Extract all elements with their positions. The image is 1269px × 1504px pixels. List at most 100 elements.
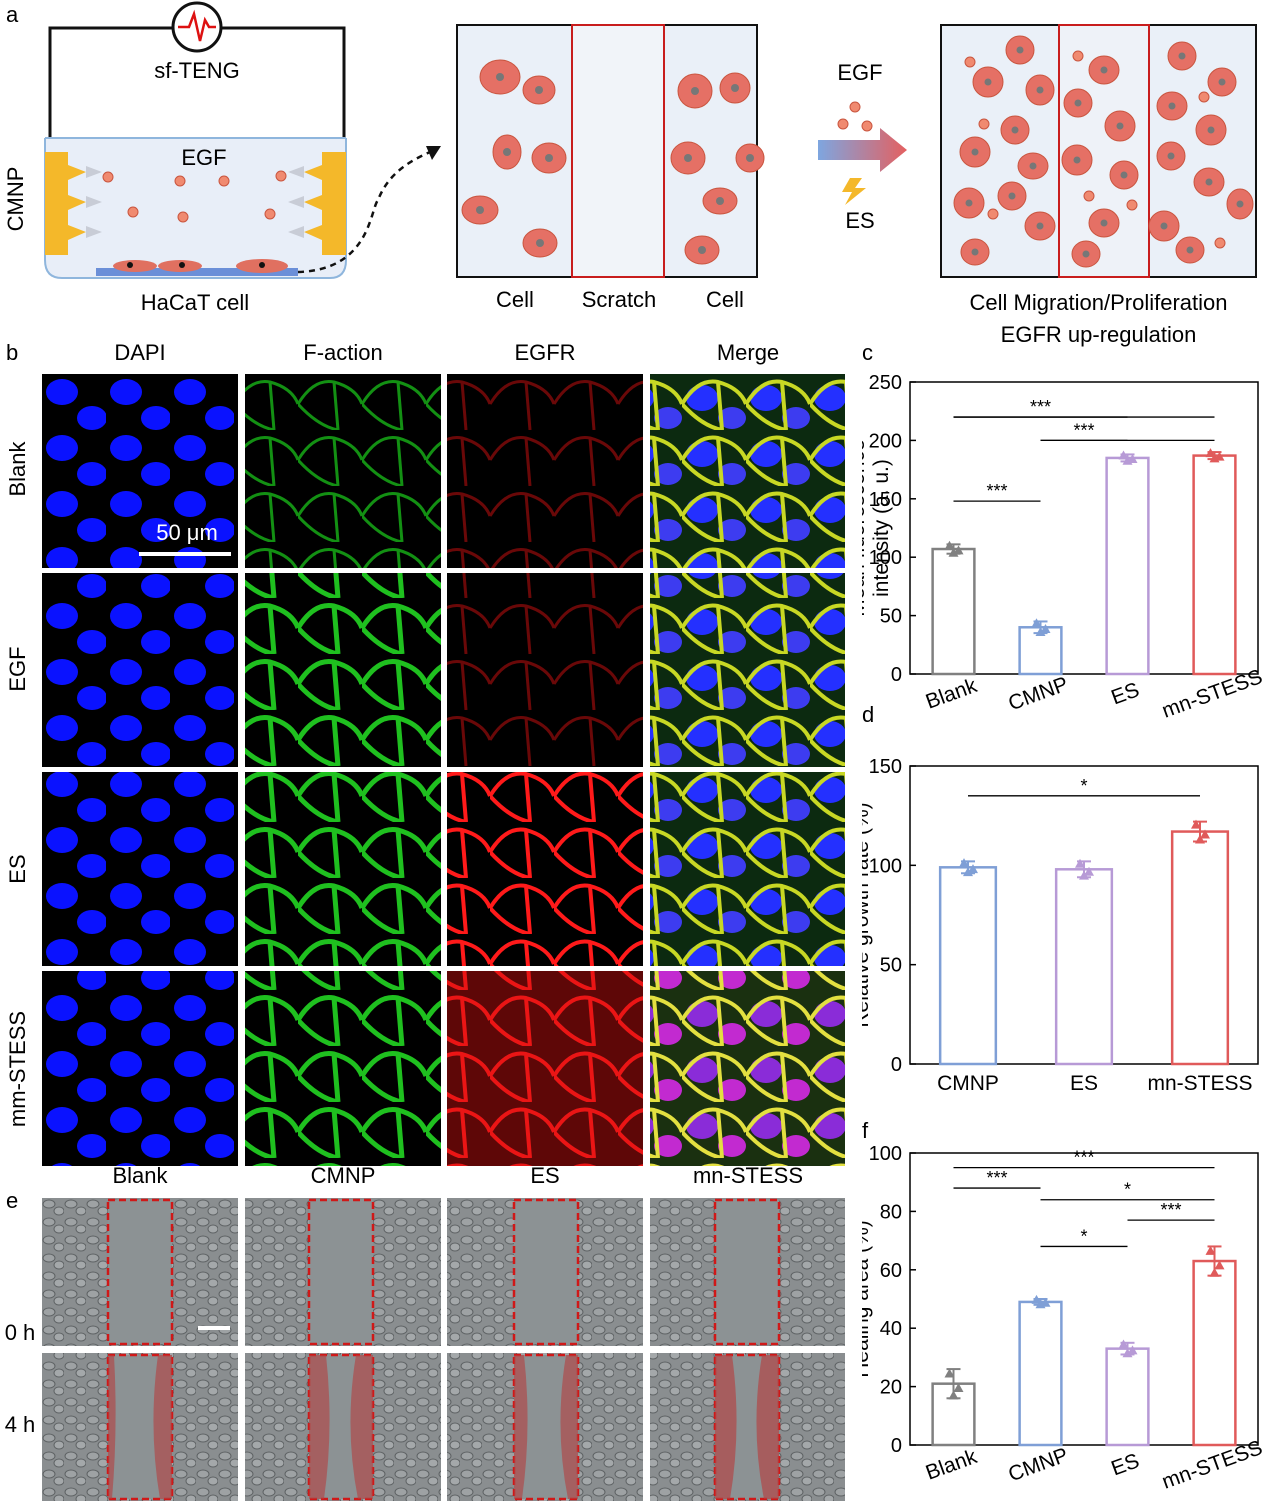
bar — [1018, 1300, 1063, 1447]
data-point — [1205, 1245, 1216, 1255]
e-row-0h: 0 h — [4, 1320, 36, 1345]
bar — [1105, 1347, 1150, 1447]
significance-label: *** — [1073, 420, 1094, 440]
data-point — [1127, 1345, 1138, 1355]
hacat-cell-label: HaCaT cell — [140, 290, 250, 315]
lightning-icon — [842, 178, 866, 205]
data-point — [1200, 829, 1210, 839]
img-egf-egfr — [447, 573, 643, 767]
data-point — [953, 545, 964, 555]
y-tick-label: 150 — [869, 489, 902, 511]
fluorescence-grid — [42, 374, 845, 1166]
teng-label: sf-TENG — [154, 58, 240, 83]
y-tick-label: 200 — [869, 430, 902, 452]
img-egf-factin — [245, 573, 441, 767]
img-es-dapi — [42, 772, 238, 966]
data-point — [1079, 870, 1089, 880]
significance-label: *** — [1030, 397, 1051, 417]
data-point — [1191, 819, 1201, 829]
row-es: ES — [5, 854, 30, 884]
y-tick-label: 50 — [880, 606, 902, 628]
right-electrode — [322, 152, 346, 255]
panel-label-d: d — [862, 702, 875, 727]
significance-label: * — [1124, 1180, 1131, 1200]
treatment-arrow — [818, 128, 907, 172]
data-point — [1031, 1294, 1042, 1304]
axes-frame — [909, 1152, 1259, 1446]
arrow-es-label: ES — [845, 208, 875, 233]
y-tick-label: 150 — [869, 756, 902, 778]
data-point — [1122, 455, 1133, 465]
significance-label: *** — [986, 1168, 1007, 1188]
data-point — [1205, 448, 1216, 458]
axes-frame — [909, 381, 1259, 675]
significance-label: *** — [1073, 1148, 1094, 1168]
significance-label: *** — [1160, 1200, 1181, 1220]
col-dapi: DAPI — [114, 340, 166, 365]
data-point — [968, 864, 978, 874]
bar — [938, 866, 998, 1066]
significance-label: *** — [986, 481, 1007, 501]
category-label: Blank — [923, 1445, 981, 1485]
scratch-region — [571, 24, 665, 278]
y-tick-label: 100 — [869, 855, 902, 877]
col-factin: F-action — [303, 340, 383, 365]
result-line2: EGFR up-regulation — [1000, 322, 1197, 347]
data-point — [1209, 453, 1220, 463]
egf-particles — [102, 170, 287, 223]
culture-well — [44, 138, 347, 279]
category-label: mn-STESS — [1147, 1072, 1252, 1095]
img-egf-dapi — [42, 573, 238, 767]
panel-label-c: c — [862, 340, 873, 365]
dashed-arrow — [297, 150, 431, 274]
data-point — [948, 547, 959, 557]
signal-wave-icon — [178, 9, 216, 42]
e-col-es: ES — [530, 1163, 560, 1188]
category-label: ES — [1070, 1072, 1098, 1095]
data-point — [944, 540, 955, 550]
y-tick-label: 40 — [880, 1318, 902, 1340]
category-label: CMNP — [1005, 1444, 1071, 1487]
data-point — [948, 1390, 959, 1400]
y-tick-label: 80 — [880, 1201, 902, 1223]
category-label: Blank — [923, 674, 981, 714]
panel-a-schematic — [44, 1, 1257, 279]
bar — [1192, 1259, 1237, 1447]
panel-label-b: b — [6, 340, 19, 365]
img-egf-merge — [650, 573, 845, 767]
y-tick-label: 60 — [880, 1260, 902, 1282]
img-es-egfr — [447, 772, 643, 966]
img-blank-egfr — [447, 374, 643, 568]
panel-label-e: e — [6, 1188, 19, 1213]
category-label: ES — [1108, 1449, 1142, 1480]
img-es-merge — [650, 772, 845, 966]
y-tick-label: 20 — [880, 1377, 902, 1399]
bar — [1105, 456, 1150, 676]
img-es-factin — [245, 772, 441, 966]
y-tick-label: 50 — [880, 955, 902, 977]
data-point — [959, 858, 969, 868]
col-merge: Merge — [716, 340, 780, 365]
img-blank-merge — [650, 374, 845, 568]
scratch-assay-grid — [42, 1198, 845, 1501]
data-point — [1035, 626, 1046, 636]
data-point — [1122, 1348, 1133, 1358]
data-point — [1040, 624, 1051, 634]
y-tick-label: 0 — [891, 664, 902, 686]
y-tick-label: 100 — [869, 1143, 902, 1165]
cmnp-side-label: CMNP — [3, 166, 28, 232]
data-point — [1214, 1260, 1225, 1270]
data-point — [1084, 866, 1094, 876]
y-tick-label: 0 — [891, 1435, 902, 1457]
bar — [931, 547, 976, 676]
bar — [1054, 868, 1114, 1066]
significance-label: * — [1080, 1226, 1087, 1246]
chart-d: 0 50 100 150 Relative growth rate (%) CMNP ES m… — [862, 756, 1259, 1095]
e-scale-bar — [198, 1326, 230, 1330]
data-point — [1209, 1267, 1220, 1277]
cell-label-right: Cell — [706, 287, 744, 312]
data-point — [1195, 834, 1205, 844]
bar — [1192, 454, 1237, 676]
y-axis-label: Healing area (%) — [862, 1220, 873, 1378]
